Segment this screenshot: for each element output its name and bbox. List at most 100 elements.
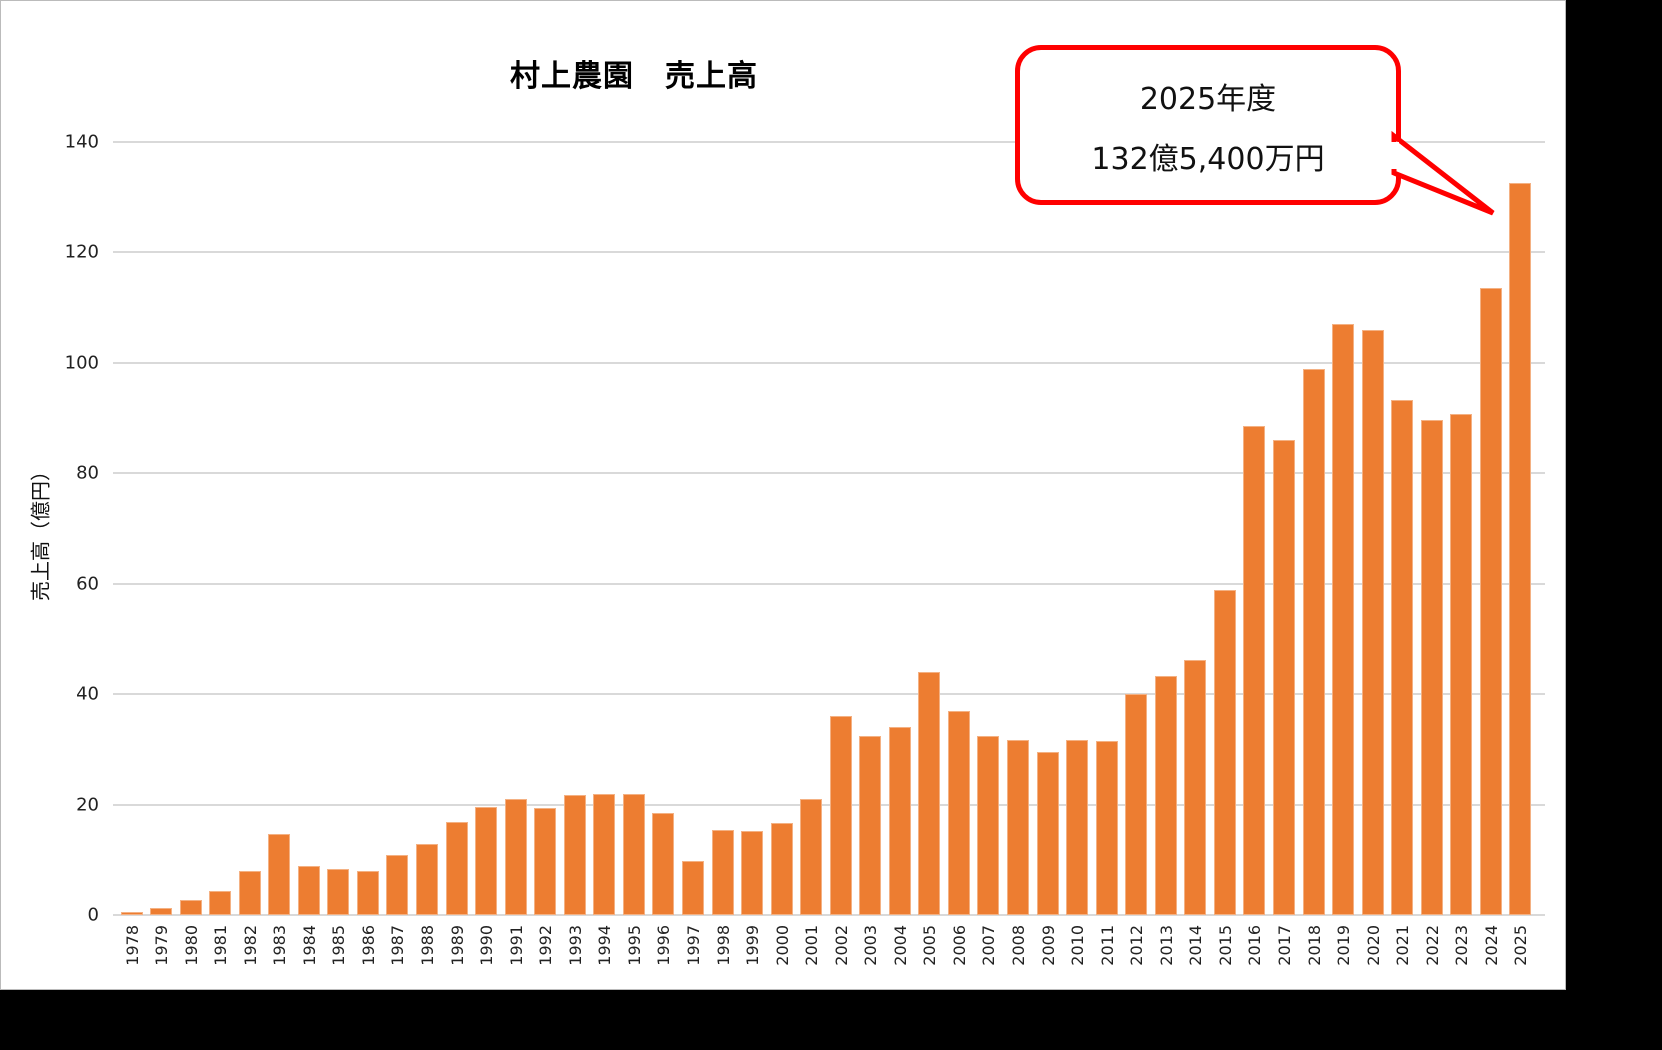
x-tick-label: 1993	[565, 925, 585, 966]
bar-2015	[1213, 589, 1236, 915]
bar-2014	[1184, 660, 1207, 915]
bar-2001	[800, 799, 823, 915]
x-tick-label: 2003	[861, 925, 881, 966]
y-tick-label: 120	[64, 241, 99, 263]
bar-2020	[1361, 329, 1384, 915]
y-tick-label: 60	[76, 573, 99, 595]
bar-2017	[1272, 440, 1295, 915]
x-tick-label: 2016	[1245, 925, 1265, 966]
bar-2000	[770, 822, 793, 915]
bar-2024	[1479, 287, 1502, 915]
bar-2022	[1420, 420, 1443, 915]
plot-area: 0 20 40 60 80 100 120 140 1978 1979 1980 1981 1982 19…	[1, 1, 1567, 991]
x-tick-label: 1981	[211, 925, 231, 966]
x-tick-label: 1996	[654, 925, 674, 966]
bar-2011	[1095, 740, 1118, 915]
chart-title: 村上農園 売上高	[1, 51, 1567, 95]
callout-year: 2025年度	[1139, 82, 1277, 117]
x-tick-label: 2002	[831, 925, 851, 966]
bar-1997	[681, 860, 704, 915]
bar-1993	[563, 795, 586, 915]
x-tick-label: 2021	[1393, 925, 1413, 966]
x-tick-label: 2018	[1304, 925, 1324, 966]
x-tick-label: 1987	[388, 925, 408, 966]
x-tick-label: 2001	[802, 925, 822, 966]
bar-1998	[711, 829, 734, 915]
x-tick-label: 1999	[743, 925, 763, 966]
gridline	[113, 582, 1545, 585]
bar-1991	[504, 799, 527, 915]
gridline	[113, 803, 1545, 806]
bar-1992	[534, 807, 557, 915]
gridline	[113, 251, 1545, 254]
callout-annotation: 2025年度 132億5,400万円	[1015, 45, 1401, 205]
bar-2002	[829, 716, 852, 915]
bar-1990	[475, 806, 498, 915]
y-tick-label: 100	[64, 352, 99, 374]
bar-2004	[888, 726, 911, 915]
bar-2003	[859, 736, 882, 915]
x-tick-label: 1992	[536, 925, 556, 966]
x-tick-label: 1985	[329, 925, 349, 966]
x-tick-label: 1997	[683, 925, 703, 966]
bar-2010	[1066, 739, 1089, 915]
bar-1982	[238, 871, 261, 915]
y-tick-label: 0	[87, 904, 99, 926]
x-tick-label: 1983	[270, 925, 290, 966]
x-tick-label: 2008	[1009, 925, 1028, 966]
x-tick-label: 2022	[1422, 925, 1442, 966]
x-tick-label: 2000	[772, 925, 792, 966]
bar-2013	[1154, 676, 1177, 915]
x-tick-label: 1988	[418, 925, 437, 966]
y-tick-label: 80	[76, 462, 99, 484]
x-tick-label: 2011	[1097, 925, 1117, 966]
gridline	[113, 914, 1545, 916]
bar-2008	[1007, 739, 1029, 915]
x-tick-label: 2004	[890, 925, 910, 966]
x-tick-label: 2020	[1363, 925, 1383, 966]
bar-2005	[918, 672, 941, 915]
x-tick-label: 1984	[299, 925, 319, 966]
bar-1984	[297, 865, 320, 915]
bar-1994	[593, 794, 616, 915]
x-tick-label: 1991	[506, 925, 526, 966]
x-tick-label: 1989	[447, 925, 467, 966]
x-tick-label: 2006	[949, 925, 969, 966]
chart-frame: 村上農園 売上高 売上高（億円） 0 20 40 60 80 100 120 140 1978 1…	[0, 0, 1566, 990]
x-tick-label: 2023	[1452, 925, 1472, 966]
x-tick-label: 2009	[1038, 925, 1058, 966]
y-tick-label: 20	[76, 794, 99, 816]
x-tick-label: 2007	[979, 925, 999, 966]
x-tick-label: 2024	[1481, 925, 1501, 966]
bar-1980	[179, 900, 202, 915]
gridline	[113, 361, 1545, 364]
gridline	[113, 141, 1545, 143]
x-tick-label: 2010	[1068, 925, 1088, 966]
x-tick-label: 2019	[1334, 925, 1354, 966]
x-tick-label: 2014	[1186, 925, 1206, 966]
callout-value: 132億5,400万円	[1091, 142, 1325, 177]
x-tick-label: 1980	[181, 925, 201, 966]
bar-2006	[947, 710, 970, 915]
bar-2016	[1243, 425, 1266, 915]
bar-2023	[1450, 413, 1473, 915]
bar-1988	[416, 843, 438, 915]
bar-1995	[622, 794, 645, 915]
bar-2018	[1302, 368, 1325, 915]
chart-title-text: 村上農園 売上高	[510, 59, 758, 94]
x-tick-label: 2017	[1274, 925, 1294, 966]
y-tick-label: 140	[64, 131, 99, 153]
bar-1996	[652, 812, 675, 915]
bar-1983	[268, 833, 291, 915]
x-tick-label: 2013	[1156, 925, 1176, 966]
x-tick-label: 2012	[1127, 925, 1147, 966]
x-tick-label: 1978	[122, 925, 142, 966]
x-tick-label: 2015	[1215, 925, 1235, 966]
x-tick-label: 1994	[595, 925, 615, 966]
bar-2021	[1391, 399, 1414, 915]
bar-2007	[977, 736, 1000, 915]
bar-2012	[1125, 694, 1148, 915]
bar-1979	[150, 908, 173, 915]
y-tick-label: 40	[76, 683, 99, 705]
bar-1978	[120, 912, 143, 915]
